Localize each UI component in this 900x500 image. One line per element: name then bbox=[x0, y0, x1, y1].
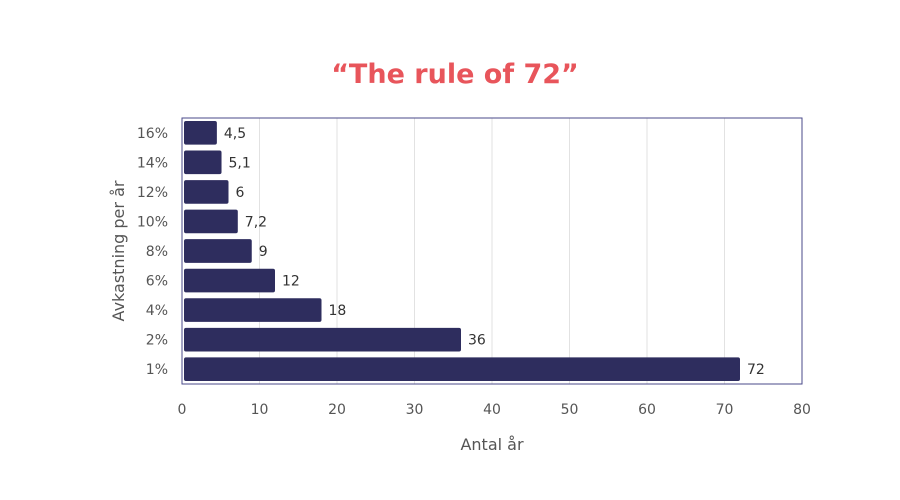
data-label: 4,5 bbox=[224, 126, 246, 142]
chart-title: “The rule of 72” bbox=[331, 59, 579, 90]
bar-16pct bbox=[184, 120, 217, 145]
y-tick-label: 12% bbox=[137, 185, 168, 201]
y-tick-label: 6% bbox=[146, 274, 168, 290]
x-tick-label: 40 bbox=[483, 402, 501, 418]
data-label: 72 bbox=[747, 362, 765, 378]
bar-14pct bbox=[184, 150, 222, 175]
y-tick-label: 8% bbox=[146, 244, 168, 260]
x-tick-label: 10 bbox=[251, 402, 269, 418]
y-tick-label: 2% bbox=[146, 333, 168, 349]
x-tick-label: 20 bbox=[328, 402, 346, 418]
bar-8pct bbox=[184, 239, 252, 263]
x-tick-label: 30 bbox=[406, 402, 424, 418]
x-tick-label: 80 bbox=[793, 402, 811, 418]
x-tick-label: 50 bbox=[561, 402, 579, 418]
plot-frame bbox=[181, 117, 803, 385]
grid-lines bbox=[259, 118, 725, 384]
y-tick-label: 14% bbox=[137, 155, 168, 171]
y-axis-ticks: 16% 14% 12% 10% 8% 6% 4% 2% 1% bbox=[137, 126, 168, 378]
data-label: 6 bbox=[236, 185, 245, 201]
bar-6pct bbox=[184, 268, 275, 293]
data-label: 18 bbox=[329, 303, 347, 319]
y-tick-label: 10% bbox=[137, 214, 168, 230]
data-label: 12 bbox=[282, 274, 300, 290]
x-tick-label: 60 bbox=[638, 402, 656, 418]
data-label: 36 bbox=[468, 333, 486, 349]
y-tick-label: 4% bbox=[146, 303, 168, 319]
y-tick-label: 1% bbox=[146, 362, 168, 378]
x-tick-label: 70 bbox=[716, 402, 734, 418]
bar-1pct bbox=[184, 357, 740, 382]
bars bbox=[184, 120, 740, 382]
data-label: 7,2 bbox=[245, 214, 267, 230]
x-axis-label: Antal år bbox=[460, 435, 524, 454]
bar-12pct bbox=[184, 180, 229, 204]
bar-2pct bbox=[184, 327, 461, 352]
x-tick-label: 0 bbox=[178, 402, 187, 418]
data-label: 9 bbox=[259, 244, 268, 260]
bar-10pct bbox=[184, 209, 238, 234]
x-axis-ticks: 0 10 20 30 40 50 60 70 80 bbox=[178, 402, 811, 418]
bar-4pct bbox=[184, 298, 322, 322]
y-tick-label: 16% bbox=[137, 126, 168, 142]
data-labels: 4,5 5,1 67,2 9 12 18 36 72 bbox=[224, 126, 765, 378]
data-label: 5,1 bbox=[229, 155, 251, 171]
y-axis-label: Avkastning per år bbox=[109, 180, 128, 321]
